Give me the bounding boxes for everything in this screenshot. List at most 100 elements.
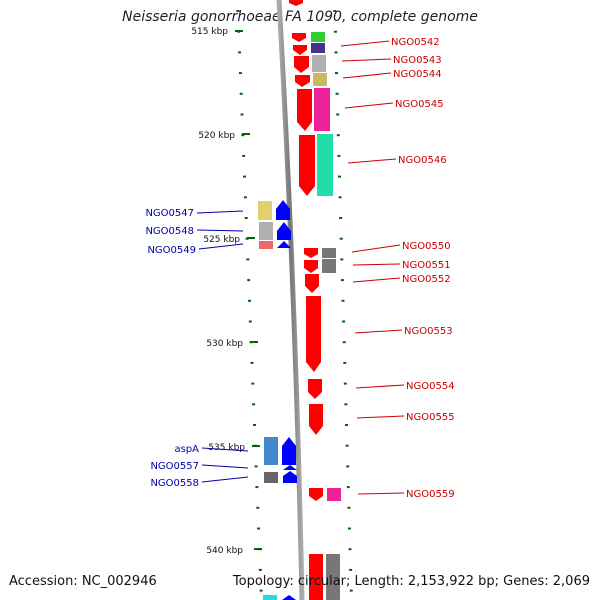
genome-info-text: Topology: circular; Length: 2,153,922 bp…	[232, 574, 590, 589]
minor-tick-dot	[256, 506, 260, 509]
fwd-gene-11[interactable]	[308, 379, 322, 399]
gene-label-ngo0547[interactable]: NGO0547	[145, 208, 194, 219]
rev-gene-4[interactable]	[282, 437, 296, 465]
tick-520kbp: 520 kbp	[198, 131, 250, 141]
minor-tick-dot	[250, 361, 254, 364]
minor-tick-dot	[336, 113, 340, 116]
gene-label-ngo0545[interactable]: NGO0545	[395, 99, 444, 110]
fwd-gene-3[interactable]	[294, 56, 309, 73]
fwd-gene-4[interactable]	[295, 75, 310, 87]
gene-label-ngo0543[interactable]: NGO0543	[393, 55, 442, 66]
reverse-strand-genes	[276, 200, 297, 600]
fwd-gene-13[interactable]	[309, 488, 323, 501]
minor-tick-dot	[336, 134, 340, 137]
minor-tick-dot	[342, 341, 346, 344]
minor-tick-dot	[244, 217, 248, 219]
minor-tick-dot	[349, 568, 353, 571]
fwd-gene-12[interactable]	[309, 404, 323, 435]
scale-ticks: 515 kbp 520 kbp 525 kbp 530 kbp 535 kbp …	[191, 27, 262, 556]
cog-block-ngo0543	[312, 55, 326, 72]
gene-label-ngo0553[interactable]: NGO0553	[404, 326, 453, 337]
minor-tick-dot	[248, 299, 251, 302]
cog-block-ngo0542	[311, 32, 325, 42]
gene-label-ngo0551[interactable]: NGO0551	[402, 260, 451, 271]
cog-block-ngo0550	[322, 248, 336, 258]
fwd-gene-7[interactable]	[304, 248, 318, 258]
cog-block-ngo0549	[259, 241, 273, 249]
rev-gene-7[interactable]	[282, 595, 296, 600]
minor-tick-dot	[240, 113, 244, 116]
tick-label-535: 535 kbp	[208, 443, 245, 453]
gene-label-ngo0555[interactable]: NGO0555	[406, 412, 455, 423]
minor-tick-dot	[339, 217, 343, 219]
fwd-gene-9[interactable]	[305, 274, 319, 293]
minor-tick-dot	[337, 154, 341, 157]
minor-tick-dot	[343, 382, 347, 385]
minor-tick-dot	[238, 51, 242, 54]
minor-tick-dot	[255, 486, 259, 489]
fwd-gene-1[interactable]	[292, 33, 306, 42]
cog-block-ngo0542b	[311, 43, 325, 53]
minor-tick-dot	[333, 30, 337, 33]
minor-tick-dot	[252, 403, 256, 406]
cog-block-ngo0551	[322, 259, 336, 273]
fwd-gene-2[interactable]	[293, 45, 307, 55]
tick-530kbp: 530 kbp	[206, 339, 258, 349]
gene-label-ngo0550[interactable]: NGO0550	[402, 241, 451, 252]
gene-label-ngo0549[interactable]: NGO0549	[147, 245, 196, 256]
genome-backbone	[276, 0, 305, 600]
minor-tick-dot	[243, 196, 247, 199]
minor-tick-dot	[243, 175, 246, 178]
minor-tick-dot	[259, 589, 263, 592]
minor-tick-dot	[247, 279, 251, 282]
gene-label-ngo0548[interactable]: NGO0548	[145, 226, 194, 237]
gene-label-ngo0552[interactable]: NGO0552	[402, 274, 451, 285]
gene-label-ngo0542[interactable]: NGO0542	[391, 37, 440, 48]
gene-label-ngo0554[interactable]: NGO0554	[406, 381, 455, 392]
minor-tick-dot	[335, 72, 338, 75]
gene-label-ngo0559[interactable]: NGO0559	[406, 489, 455, 500]
tick-525kbp: 525 kbp	[203, 235, 255, 245]
minor-tick-dot	[341, 299, 345, 302]
rev-gene-1[interactable]	[276, 200, 290, 220]
fwd-gene-8[interactable]	[304, 260, 318, 273]
cog-block-aspa	[264, 437, 278, 465]
minor-tick-dot	[338, 175, 341, 178]
gene-label-ngo0544[interactable]: NGO0544	[393, 69, 442, 80]
minor-tick-dot	[239, 92, 243, 95]
map-title: Neisseria gonorrhoeae FA 1090, complete …	[122, 9, 478, 25]
gene-label-ngo0546[interactable]: NGO0546	[398, 155, 447, 166]
rev-gene-5[interactable]	[283, 465, 297, 470]
fwd-gene-6[interactable]	[299, 135, 315, 196]
cog-block-bottom	[326, 554, 340, 600]
fwd-gene-10[interactable]	[306, 296, 321, 372]
left-gene-labels: NGO0547 NGO0548 NGO0549 aspA NGO0557 NGO…	[145, 208, 249, 489]
cog-block-ngo0547	[258, 201, 272, 220]
minor-tick-dot	[346, 486, 350, 489]
cog-block-ngo0544	[313, 73, 327, 86]
rev-gene-3[interactable]	[277, 241, 291, 248]
minor-tick-dot	[347, 506, 351, 509]
tick-515kbp: 515 kbp	[191, 27, 243, 37]
minor-tick-dot	[340, 258, 344, 261]
rev-gene-2[interactable]	[277, 222, 291, 240]
minor-tick-dot	[344, 403, 348, 406]
minor-tick-dot	[347, 527, 351, 530]
fwd-gene-14[interactable]	[309, 554, 323, 600]
rev-gene-6[interactable]	[283, 471, 297, 483]
minor-tick-dot	[248, 320, 252, 323]
forward-cog-blocks	[311, 32, 341, 600]
tick-label-520: 520 kbp	[198, 131, 235, 141]
tick-label-540: 540 kbp	[206, 546, 243, 556]
minor-tick-dot	[342, 320, 346, 323]
fwd-gene-5[interactable]	[297, 89, 312, 131]
tick-540kbp: 540 kbp	[206, 546, 262, 556]
gene-label-ngo0558[interactable]: NGO0558	[150, 478, 199, 489]
fwd-gene-top[interactable]	[289, 0, 303, 6]
minor-tick-dot	[258, 568, 262, 571]
minor-tick-dot	[343, 361, 347, 364]
gene-label-aspa[interactable]: aspA	[174, 444, 199, 455]
gene-label-ngo0557[interactable]: NGO0557	[150, 461, 199, 472]
minor-tick-dot	[339, 237, 343, 240]
